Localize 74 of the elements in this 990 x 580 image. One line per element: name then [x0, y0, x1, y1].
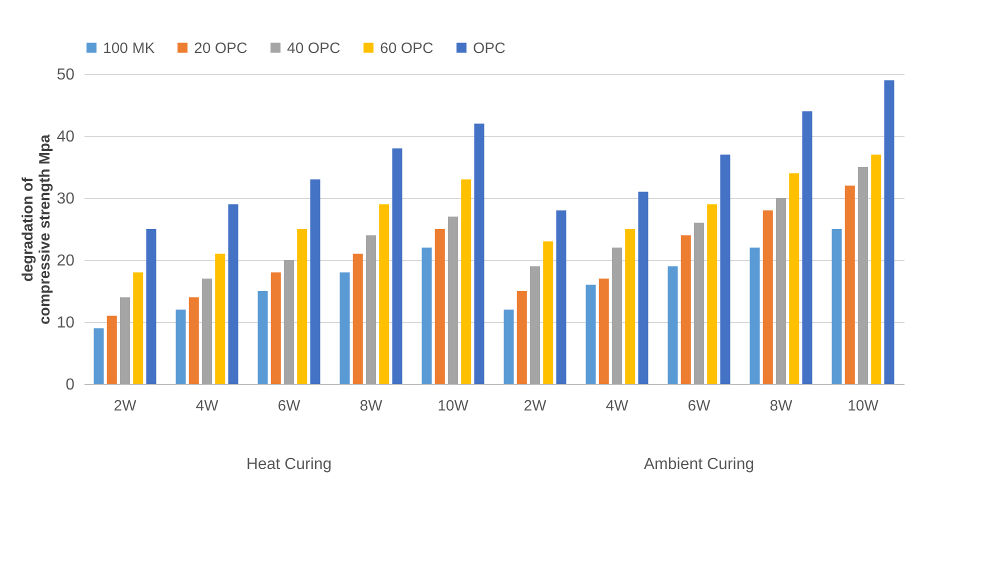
bar — [871, 154, 882, 384]
bar — [284, 260, 294, 384]
text: Ambient Curing — [644, 456, 754, 473]
bar — [461, 179, 472, 384]
x-tick-label: 4W — [196, 398, 220, 414]
bar — [543, 241, 554, 384]
bar — [802, 111, 812, 384]
bar — [612, 248, 622, 384]
x-tick-label: 2W — [524, 398, 548, 414]
bar — [720, 154, 730, 384]
text: Heat Curing — [246, 456, 332, 473]
legend-label: 60 OPC — [380, 40, 434, 57]
y-tick-label: 30 — [56, 190, 75, 208]
bar — [516, 291, 527, 384]
bar — [106, 316, 117, 384]
bar — [392, 148, 402, 384]
bar — [707, 204, 718, 384]
bar — [884, 80, 894, 384]
bar — [448, 216, 458, 384]
bar — [340, 272, 350, 384]
bar — [474, 124, 484, 384]
bar — [133, 272, 144, 384]
x-tick-label: 4W — [606, 398, 630, 414]
bar — [202, 278, 212, 384]
bar — [625, 229, 636, 384]
bar — [789, 173, 800, 384]
bar — [598, 278, 609, 384]
bar — [680, 235, 691, 384]
x-tick-label: 8W — [770, 398, 794, 414]
x-tick-label: 6W — [278, 398, 302, 414]
y-tick-label: 20 — [56, 252, 75, 270]
bar — [844, 186, 855, 384]
y-tick-label: 0 — [66, 376, 75, 394]
bar — [832, 229, 842, 384]
legend-label: 100 MK — [103, 40, 155, 57]
legend-label: 20 OPC — [194, 40, 248, 57]
bar — [694, 222, 704, 384]
y-axis-title: degradation of compressive strength Mpa — [20, 134, 54, 325]
bar — [188, 297, 199, 384]
legend-label: OPC — [473, 40, 506, 57]
bar — [94, 328, 104, 384]
bar — [228, 204, 238, 384]
x-tick-label: 10W — [848, 398, 880, 414]
x-tick-label: 2W — [114, 398, 138, 414]
x-tick-label: 8W — [360, 398, 384, 414]
y-tick-label: 50 — [56, 66, 75, 84]
bar — [422, 248, 432, 384]
bar — [638, 192, 648, 384]
x-tick-label: 6W — [688, 398, 712, 414]
bar — [762, 210, 773, 384]
y-tick-label: 10 — [56, 314, 75, 332]
bar — [352, 254, 363, 384]
bar — [297, 229, 308, 384]
bar — [750, 248, 760, 384]
bar — [776, 198, 786, 384]
bar — [504, 310, 514, 384]
bar — [379, 204, 390, 384]
y-tick-label: 40 — [56, 128, 75, 146]
bar — [176, 310, 186, 384]
bar — [310, 179, 320, 384]
bar — [858, 167, 868, 384]
bar — [556, 210, 566, 384]
bar — [530, 266, 540, 384]
x-tick-label: 10W — [438, 398, 470, 414]
bar — [270, 272, 281, 384]
bar — [258, 291, 268, 384]
bar — [586, 284, 596, 384]
bar — [366, 235, 376, 384]
legend-label: 40 OPC — [287, 40, 341, 57]
bar — [146, 229, 156, 384]
bar — [668, 266, 678, 384]
bar — [120, 297, 130, 384]
bar — [215, 254, 226, 384]
bar — [434, 229, 445, 384]
